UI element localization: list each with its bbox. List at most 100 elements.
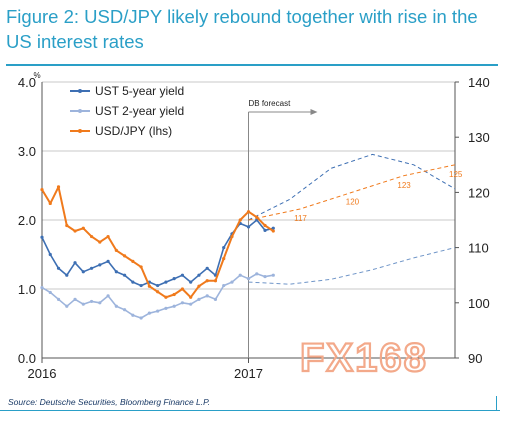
series-point	[114, 304, 118, 308]
series-point	[205, 294, 209, 298]
series-point	[147, 311, 151, 315]
left-tick-label: 2.0	[18, 213, 36, 228]
title-divider	[6, 64, 498, 66]
series-point	[271, 273, 275, 277]
series-point	[164, 306, 168, 310]
series-point	[89, 234, 94, 239]
series-point	[106, 259, 110, 263]
forecast-value-label: 117	[294, 214, 307, 223]
series-point	[172, 292, 176, 297]
x-tick-label: 2016	[28, 366, 57, 381]
series-point	[238, 218, 242, 222]
series-point	[73, 229, 77, 233]
series-point	[222, 283, 226, 288]
forecast-layer	[248, 153, 456, 285]
right-tick-label: 140	[468, 75, 490, 90]
chart: 0.0 1.0 2.0 3.0 4.0% 90 100 110 120 130 140 2016 201…	[18, 71, 490, 381]
series-point	[180, 301, 185, 305]
series-point	[98, 240, 102, 244]
forecast-value-label: 120	[346, 197, 360, 206]
series-point	[156, 309, 160, 313]
series-point	[271, 229, 275, 233]
forecast-series-line	[248, 153, 456, 221]
right-tick-label: 120	[468, 185, 490, 200]
series-point	[56, 266, 61, 270]
series-point	[197, 273, 201, 277]
series-point	[56, 185, 61, 189]
left-tick-label: 4.0	[18, 75, 36, 90]
forecast-series-line	[248, 247, 456, 285]
watermark-layer: FX168	[299, 335, 428, 381]
legend-swatch-marker	[78, 129, 82, 133]
series-point	[81, 270, 85, 274]
series-point	[246, 225, 251, 229]
series-point	[164, 280, 168, 284]
right-tick-label: 130	[468, 130, 490, 145]
fx168-watermark: FX168	[300, 336, 428, 380]
series-point	[180, 287, 185, 291]
source-note: Source: Deutsche Securities, Bloomberg F…	[8, 397, 211, 407]
series-point	[263, 228, 267, 232]
series-point	[114, 248, 118, 252]
forecast-annotation: DB forecast	[249, 99, 292, 108]
legend-label: UST 5-year yield	[95, 84, 184, 98]
series-point	[164, 295, 168, 299]
series-point	[238, 273, 242, 277]
series-point	[139, 283, 143, 288]
series-point	[123, 308, 127, 312]
series-point	[123, 254, 127, 258]
series-point	[114, 270, 118, 274]
series-point	[40, 235, 44, 239]
right-tick-label: 90	[468, 351, 482, 366]
series-point	[205, 266, 209, 270]
series-point	[48, 290, 52, 295]
series-point	[65, 273, 69, 277]
series-point	[189, 280, 193, 284]
series-point	[98, 301, 102, 305]
series-point	[123, 273, 127, 277]
series-point	[222, 246, 226, 250]
forecast-arrow-head	[310, 109, 318, 115]
series-point	[213, 279, 218, 283]
series-point	[205, 279, 209, 283]
series-point	[131, 259, 135, 263]
axis-layer: 0.0 1.0 2.0 3.0 4.0% 90 100 110 120 130 140 2016 201…	[18, 71, 490, 381]
source-divider-tick	[496, 396, 497, 411]
series-point	[230, 234, 234, 239]
series-point	[271, 226, 275, 230]
series-point	[65, 223, 69, 228]
series-point	[156, 290, 160, 294]
series-point	[98, 263, 102, 267]
series-point	[81, 302, 85, 306]
series-point	[222, 257, 226, 261]
series-point	[246, 210, 251, 214]
series-point	[81, 226, 85, 230]
label-layer: 117 120 123 125	[294, 170, 463, 223]
legend: UST 5-year yield UST 2-year yield USD/JPY …	[70, 84, 184, 138]
series-point	[73, 297, 77, 301]
forecast-series-line	[248, 164, 456, 221]
series-line-2	[41, 185, 274, 299]
left-tick-label: 1.0	[18, 282, 36, 297]
legend-swatch-marker	[78, 109, 82, 113]
source-divider	[0, 410, 500, 411]
series-point	[197, 297, 201, 301]
series-point	[263, 223, 267, 228]
series-point	[189, 302, 193, 306]
series-point	[89, 266, 94, 270]
series-point	[40, 188, 44, 192]
forecast-value-label: 125	[449, 170, 463, 179]
series-point	[131, 313, 135, 317]
series-point	[156, 283, 160, 288]
legend-swatch-marker	[78, 89, 82, 93]
left-axis-unit: %	[33, 71, 40, 80]
series-point	[255, 272, 259, 276]
forecast-value-label: 123	[397, 181, 411, 190]
series-point	[89, 299, 94, 304]
series-point	[48, 252, 52, 257]
series-point	[139, 265, 143, 269]
series-point	[48, 201, 52, 206]
series-point	[65, 304, 69, 308]
series-point	[246, 277, 251, 281]
